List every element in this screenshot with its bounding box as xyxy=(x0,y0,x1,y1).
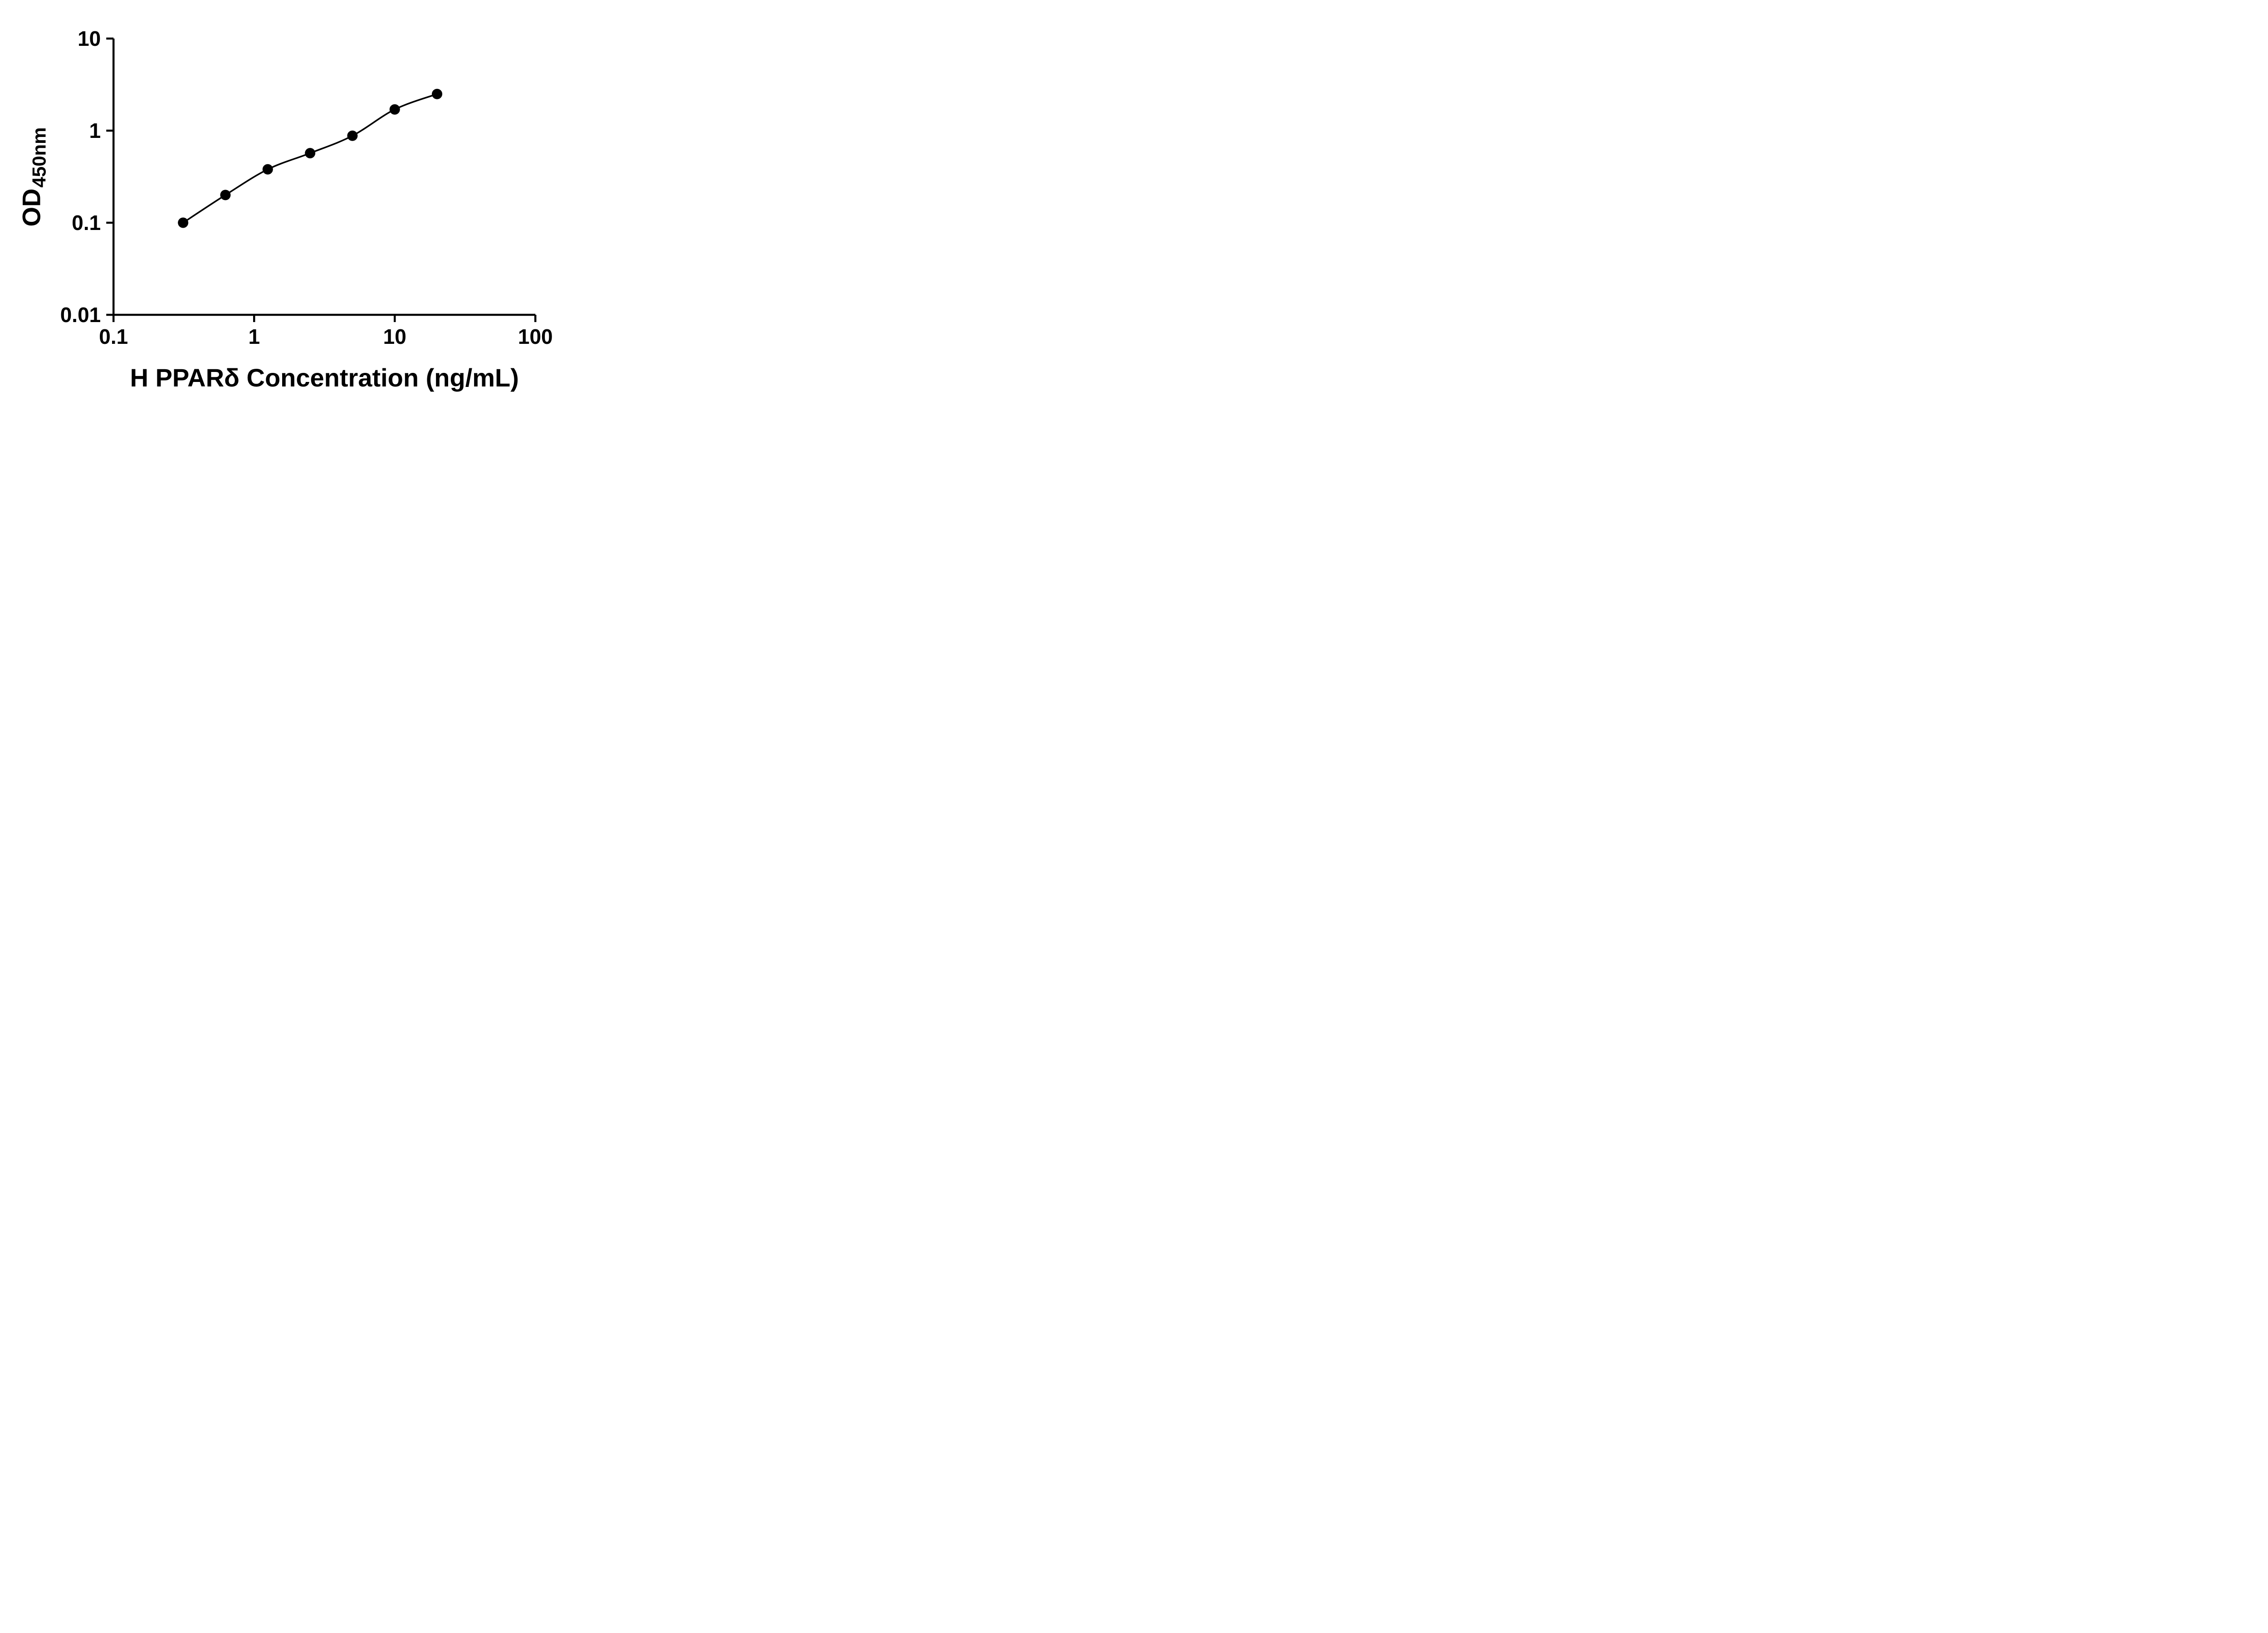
y-tick-label: 1 xyxy=(89,119,101,142)
data-point-marker xyxy=(389,104,400,115)
y-axis-title-sub: 450nm xyxy=(28,127,49,187)
data-point-marker xyxy=(262,164,273,175)
data-point-marker xyxy=(178,217,189,228)
y-axis-title-main: OD xyxy=(17,189,45,227)
x-tick-label: 1 xyxy=(248,325,260,348)
y-tick-label: 0.01 xyxy=(60,303,101,327)
y-tick-label: 0.1 xyxy=(72,211,101,235)
x-tick-label: 0.1 xyxy=(99,325,128,348)
data-point-marker xyxy=(347,130,358,141)
standard-curve-line xyxy=(182,93,438,224)
x-tick-label: 10 xyxy=(383,325,406,348)
y-tick-label: 10 xyxy=(78,27,101,50)
x-tick-label: 100 xyxy=(518,325,553,348)
data-point-marker xyxy=(220,190,231,200)
x-axis-title: H PPARδ Concentration (ng/mL) xyxy=(130,363,519,392)
data-point-marker xyxy=(432,88,443,99)
data-point-marker xyxy=(305,148,316,159)
y-axis-title: OD450nm xyxy=(17,127,49,226)
chart-container: 0.1 1 10 100 0.01 0.1 1 10 H PPARδ Concentratio… xyxy=(0,0,583,408)
